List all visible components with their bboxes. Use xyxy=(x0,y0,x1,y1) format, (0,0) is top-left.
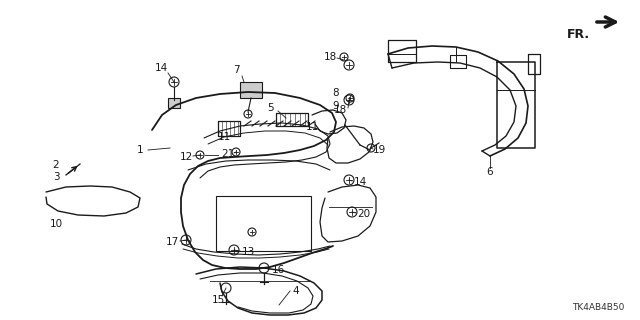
Text: 1: 1 xyxy=(137,145,143,155)
Text: 14: 14 xyxy=(154,63,168,73)
Text: 11: 11 xyxy=(218,132,230,142)
Text: 18: 18 xyxy=(333,105,347,115)
Text: 7: 7 xyxy=(233,65,239,75)
Text: 20: 20 xyxy=(357,209,371,219)
Text: 15: 15 xyxy=(211,295,225,305)
Text: 3: 3 xyxy=(52,172,60,182)
Text: TK4AB4B50: TK4AB4B50 xyxy=(572,303,624,312)
Text: 4: 4 xyxy=(292,286,300,296)
Text: 9: 9 xyxy=(333,101,339,111)
Text: 8: 8 xyxy=(333,88,339,98)
Text: 18: 18 xyxy=(323,52,337,62)
Bar xyxy=(216,196,311,251)
Text: 11: 11 xyxy=(305,122,319,132)
Text: 14: 14 xyxy=(353,177,367,187)
Text: 13: 13 xyxy=(241,247,255,257)
Text: 6: 6 xyxy=(486,167,493,177)
Text: 19: 19 xyxy=(372,145,386,155)
Text: 2: 2 xyxy=(52,160,60,170)
Text: 12: 12 xyxy=(179,152,193,162)
Text: 21: 21 xyxy=(221,149,235,159)
Bar xyxy=(240,82,262,98)
Text: 5: 5 xyxy=(268,103,275,113)
Text: 16: 16 xyxy=(271,265,285,275)
Text: 17: 17 xyxy=(165,237,179,247)
Bar xyxy=(168,98,180,108)
Text: 10: 10 xyxy=(49,219,63,229)
Text: FR.: FR. xyxy=(567,28,590,41)
